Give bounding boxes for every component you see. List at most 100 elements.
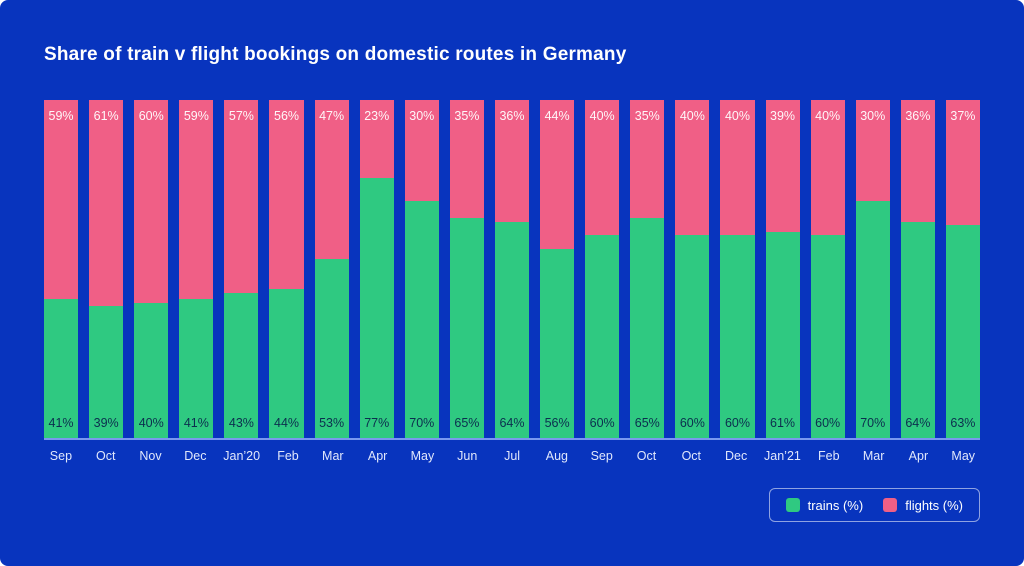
trains-segment[interactable]: 60% [585, 235, 620, 438]
stacked-bar-chart: 59% 41% 61% 39% 60% 40% 59% 41% 57% 43% 56% 44% 47% 5… [44, 100, 980, 464]
bar-column: 36% 64% [494, 100, 530, 438]
bar-column: 44% 56% [540, 100, 575, 438]
flights-value-label: 40% [589, 109, 615, 123]
bars-area: 59% 41% 61% 39% 60% 40% 59% 41% 57% 43% 56% 44% 47% 5… [44, 100, 980, 440]
flights-value-label: 30% [409, 109, 435, 123]
flights-value-label: 36% [905, 109, 931, 123]
trains-segment[interactable]: 65% [630, 218, 665, 438]
trains-value-label: 65% [634, 415, 660, 430]
trains-segment[interactable]: 64% [494, 221, 530, 438]
trains-value-label: 61% [770, 415, 796, 430]
bar-column: 39% 61% [765, 100, 800, 438]
trains-value-label: 63% [950, 415, 976, 430]
flights-value-label: 61% [93, 109, 119, 123]
bar-column: 30% 70% [404, 100, 439, 438]
trains-segment[interactable]: 56% [540, 248, 575, 438]
flights-segment[interactable]: 23% [359, 100, 394, 178]
x-axis-tick-label: Oct [636, 449, 657, 463]
flights-value-label: 39% [770, 109, 796, 123]
legend-item-flights[interactable]: flights (%) [883, 498, 963, 512]
x-axis-tick-label: Mar [322, 449, 344, 463]
flights-segment[interactable]: 35% [630, 100, 665, 219]
trains-value-label: 65% [454, 415, 480, 430]
flights-segment[interactable]: 57% [224, 100, 259, 293]
x-axis-tick-label: Dec [184, 449, 207, 463]
x-axis-tick-label: May [410, 449, 435, 463]
flights-segment[interactable]: 36% [494, 100, 530, 222]
flights-value-label: 35% [634, 109, 660, 123]
bar-column: 35% 65% [630, 100, 665, 438]
flights-segment[interactable]: 47% [314, 100, 349, 259]
bar-column: 23% 77% [359, 100, 394, 438]
x-axis-tick-label: Feb [818, 449, 840, 463]
trains-segment[interactable]: 60% [675, 235, 710, 438]
flights-segment[interactable]: 59% [44, 100, 79, 300]
trains-value-label: 70% [860, 415, 886, 430]
trains-segment[interactable]: 53% [314, 258, 349, 438]
x-axis-tick-label: Apr [908, 449, 929, 463]
flights-segment[interactable]: 36% [900, 100, 935, 222]
bar-column: 40% 60% [720, 100, 755, 438]
bar-column: 56% 44% [269, 100, 304, 438]
trains-value-label: 56% [544, 415, 570, 430]
flights-value-label: 59% [183, 109, 209, 123]
x-axis-tick-label: Nov [139, 449, 162, 463]
flights-segment[interactable]: 40% [720, 100, 755, 236]
x-axis-tick-label: Apr [367, 449, 388, 463]
trains-segment[interactable]: 40% [134, 302, 169, 438]
flights-segment[interactable]: 30% [404, 100, 439, 202]
trains-value-label: 60% [679, 415, 705, 430]
x-axis-tick-label: Dec [725, 449, 748, 463]
trains-value-label: 60% [724, 415, 750, 430]
flights-value-label: 59% [48, 109, 74, 123]
x-axis-tick-label: Mar [862, 449, 885, 463]
trains-segment[interactable]: 70% [404, 201, 439, 438]
trains-segment[interactable]: 70% [855, 201, 890, 438]
flights-segment[interactable]: 40% [675, 100, 710, 236]
x-axis-tick-label: Oct [681, 449, 702, 463]
trains-segment[interactable]: 61% [765, 231, 800, 438]
trains-segment[interactable]: 63% [945, 225, 980, 438]
trains-segment[interactable]: 44% [269, 289, 304, 438]
trains-segment[interactable]: 60% [810, 235, 845, 438]
x-axis-tick-label: Sep [49, 449, 73, 463]
trains-segment[interactable]: 39% [89, 306, 124, 438]
trains-segment[interactable]: 64% [900, 221, 935, 438]
flights-segment[interactable]: 30% [855, 100, 890, 202]
trains-segment[interactable]: 41% [179, 299, 214, 438]
flights-value-label: 40% [679, 109, 705, 123]
flights-segment[interactable]: 61% [89, 100, 124, 307]
flights-value-label: 35% [454, 109, 480, 123]
bar-column: 36% 64% [900, 100, 935, 438]
trains-value-label: 40% [138, 415, 164, 430]
bar-column: 40% 60% [675, 100, 710, 438]
trains-segment[interactable]: 43% [224, 292, 259, 438]
x-axis-tick-label: Aug [545, 449, 568, 463]
flights-segment[interactable]: 56% [269, 100, 304, 290]
trains-segment[interactable]: 60% [720, 235, 755, 438]
flights-value-label: 47% [319, 109, 345, 123]
flights-value-label: 40% [724, 109, 750, 123]
bar-column: 30% 70% [855, 100, 890, 438]
trains-segment[interactable]: 41% [44, 299, 79, 438]
flights-segment[interactable]: 40% [810, 100, 845, 236]
trains-segment[interactable]: 65% [449, 218, 484, 438]
flights-segment[interactable]: 59% [179, 100, 214, 300]
x-axis-tick-label: Sep [590, 449, 613, 463]
trains-segment[interactable]: 77% [359, 177, 394, 438]
x-axis-tick-label: Oct [95, 449, 116, 463]
legend-item-trains[interactable]: trains (%) [785, 497, 864, 513]
bar-column: 59% 41% [44, 100, 79, 438]
flights-segment[interactable]: 39% [765, 100, 800, 232]
flights-segment[interactable]: 40% [585, 100, 620, 236]
flights-segment[interactable]: 37% [945, 100, 980, 226]
legend-label-trains: trains (%) [807, 497, 864, 513]
flights-value-label: 40% [815, 109, 841, 123]
bar-column: 47% 53% [314, 100, 349, 438]
trains-value-label: 64% [905, 415, 931, 430]
flights-segment[interactable]: 60% [134, 100, 169, 303]
flights-segment[interactable]: 44% [540, 100, 575, 249]
flights-segment[interactable]: 35% [449, 100, 484, 219]
flights-value-label: 60% [138, 109, 164, 123]
flights-value-label: 57% [228, 109, 254, 123]
